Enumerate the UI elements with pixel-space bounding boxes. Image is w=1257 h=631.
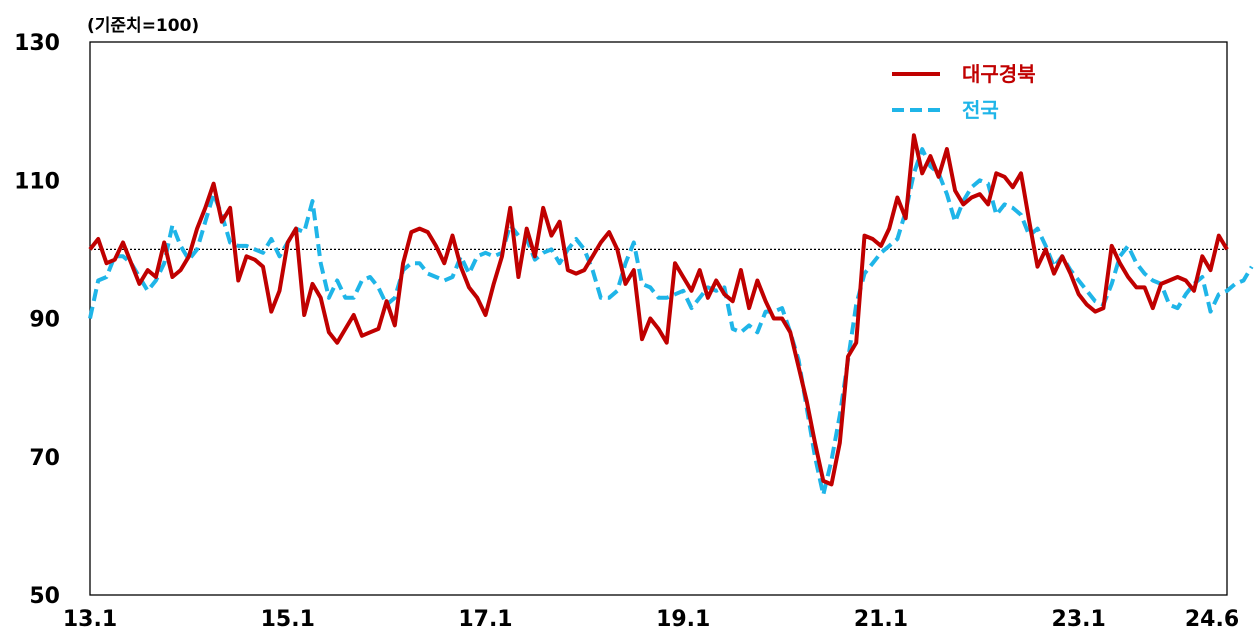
legend: 대구경북 전국 [892,62,1036,122]
x-tick-label: 15.1 [261,607,315,631]
x-tick-label: 21.1 [854,607,908,631]
x-tick-label: 13.1 [63,607,117,631]
x-tick-label: 23.1 [1052,607,1106,631]
series-line-daegu [88,133,1229,487]
y-tick-label: 110 [14,169,60,194]
legend-label-daegu: 대구경북 [962,62,1036,86]
y-tick-label: 70 [29,446,60,471]
x-tick-label: 24.6 [1185,607,1239,631]
legend-label-national: 전국 [962,98,999,122]
x-tick-label: 17.1 [458,607,512,631]
y-tick-label: 50 [29,584,60,609]
unit-label: (기준치=100) [87,16,199,36]
y-axis-ticks: 130 110 90 70 50 [14,31,60,609]
x-tick-label: 19.1 [656,607,710,631]
plot-area [89,41,1228,596]
y-tick-label: 130 [14,31,60,56]
y-tick-label: 90 [29,308,60,333]
x-axis-ticks: 13.1 15.1 17.1 19.1 21.1 23.1 24.6 [63,607,1239,631]
